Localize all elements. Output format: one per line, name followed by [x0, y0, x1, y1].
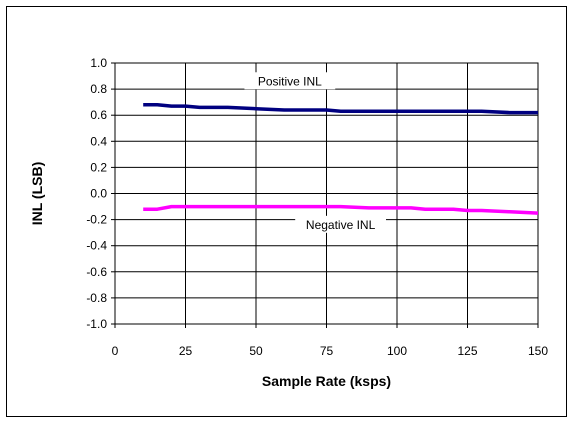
tick-labels: -1.0 -0.8 -0.6 -0.4 -0.2 0.0 0.2 0.4 0.6 0.8 1.0 0 2…: [86, 56, 548, 358]
annotation-bg: [295, 215, 386, 233]
x-tick-label: 25: [179, 344, 193, 358]
y-tick-label: -0.8: [86, 291, 107, 305]
axes: [111, 62, 539, 328]
x-tick-label: 150: [528, 344, 548, 358]
annotation-label: Negative INL: [295, 215, 386, 233]
y-tick-label: -0.2: [86, 213, 107, 227]
grid: [114, 62, 539, 325]
y-tick-label: -1.0: [86, 317, 107, 331]
annotation-text: Positive INL: [258, 74, 322, 88]
annotation-label: Positive INL: [244, 72, 336, 90]
y-tick-label: 0.8: [90, 82, 107, 96]
y-axis-title: INL (LSB): [29, 162, 45, 226]
x-axis-title: Sample Rate (ksps): [262, 373, 391, 389]
annotation-bg: [244, 72, 336, 90]
x-tick-label: 125: [457, 344, 477, 358]
series-line-positive-inl: [143, 103, 538, 115]
y-tick-label: -0.4: [86, 239, 107, 253]
x-tick-label: 50: [249, 344, 263, 358]
x-tick-label: 75: [320, 344, 334, 358]
y-tick-label: 1.0: [90, 56, 107, 70]
y-tick-label: 0.2: [90, 160, 107, 174]
annotations: Positive INL Negative INL: [244, 72, 386, 233]
x-tick-label: 0: [112, 344, 119, 358]
series-layer: [143, 103, 539, 215]
y-tick-label: 0.0: [90, 187, 107, 201]
annotation-text: Negative INL: [306, 218, 376, 232]
y-tick-label: -0.6: [86, 265, 107, 279]
y-tick-label: 0.6: [90, 108, 107, 122]
y-tick-label: 0.4: [90, 134, 107, 148]
x-tick-label: 100: [387, 344, 407, 358]
series-line-negative-inl: [143, 204, 539, 215]
